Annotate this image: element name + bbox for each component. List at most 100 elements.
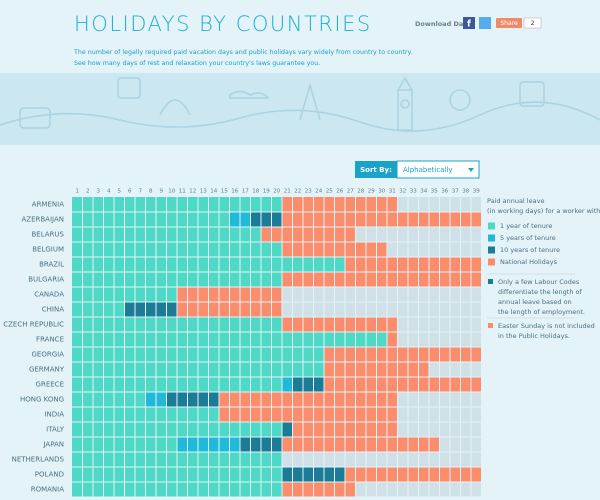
banner <box>0 73 600 145</box>
x-tick-label: 33 <box>410 189 417 195</box>
country-label: BELARUS <box>31 231 64 239</box>
subtitle: The number of legally required paid vaca… <box>73 49 412 56</box>
country-label: HONG KONG <box>20 396 64 404</box>
day-segment <box>324 377 482 392</box>
legend-label: 1 year of tenure <box>500 222 552 230</box>
sort-value: Alphabetically <box>403 166 453 174</box>
day-segment <box>261 227 356 242</box>
day-segment <box>282 437 440 452</box>
day-segment <box>282 317 398 332</box>
x-tick-label: 2 <box>86 189 90 195</box>
share-count: 2 <box>531 20 535 27</box>
x-tick-label: 15 <box>221 189 228 195</box>
country-label: JAPAN <box>42 441 64 449</box>
legend-swatch <box>488 258 495 266</box>
banner-illustration <box>0 76 600 132</box>
day-segment <box>282 272 482 287</box>
x-tick-label: 38 <box>462 189 469 195</box>
share-button[interactable] <box>496 18 522 28</box>
x-tick-label: 9 <box>160 189 164 195</box>
day-segment <box>324 347 482 362</box>
sort-dropdown[interactable] <box>396 160 480 179</box>
country-label: FRANCE <box>36 336 64 344</box>
day-segment <box>219 407 398 422</box>
x-tick-label: 36 <box>441 189 448 195</box>
x-tick-label: 19 <box>263 189 270 195</box>
x-tick-label: 39 <box>473 189 480 195</box>
day-segment <box>219 392 398 407</box>
x-tick-label: 11 <box>179 189 186 195</box>
legend-label: 5 years of tenure <box>500 234 556 242</box>
country-label: CHINA <box>42 306 64 314</box>
legend-title: (in working days) for a worker with <box>487 207 600 215</box>
day-segment <box>282 212 482 227</box>
country-label: ARMENIA <box>32 201 64 209</box>
x-tick-label: 3 <box>97 189 101 195</box>
download-link[interactable]: Download Data <box>415 20 471 28</box>
note-text: Easter Sunday is not included <box>498 322 595 330</box>
note-text: in the Public Holidays. <box>498 332 570 340</box>
share-counter <box>523 17 542 29</box>
country-label: INDIA <box>44 411 64 419</box>
x-tick-label: 4 <box>107 189 111 195</box>
country-label: POLAND <box>35 471 64 479</box>
x-tick-label: 21 <box>284 189 291 195</box>
day-segment <box>292 377 324 392</box>
x-tick-label: 35 <box>431 189 438 195</box>
x-tick-label: 23 <box>305 189 312 195</box>
x-tick-label: 34 <box>420 189 427 195</box>
share-label: Share <box>500 20 518 27</box>
x-tick-label: 1 <box>76 189 80 195</box>
legend-label: National Holidays <box>500 258 558 266</box>
x-tick-label: 13 <box>200 189 207 195</box>
country-label: ROMANIA <box>31 486 65 494</box>
legend-title: Paid annual leave <box>487 197 544 205</box>
day-segment <box>166 392 219 407</box>
x-tick-label: 16 <box>231 189 238 195</box>
x-tick-label: 10 <box>168 189 175 195</box>
x-tick-label: 28 <box>357 189 364 195</box>
legend-label: 10 years of tenure <box>500 246 560 254</box>
day-segment <box>282 197 398 212</box>
note-marker <box>488 323 493 328</box>
note-text: the length of employment. <box>498 308 585 316</box>
note-text: differentiate the length of <box>498 288 583 296</box>
country-label: CZECH REPUBLIC <box>3 321 64 329</box>
day-segment <box>387 332 398 347</box>
x-tick-label: 32 <box>399 189 406 195</box>
dropdown-arrow <box>468 168 474 172</box>
country-label: GERMANY <box>29 366 65 374</box>
legend-swatch <box>488 222 495 230</box>
x-tick-label: 17 <box>242 189 249 195</box>
country-label: BELGIUM <box>32 246 64 254</box>
x-tick-label: 20 <box>273 189 280 195</box>
x-tick-label: 26 <box>336 189 343 195</box>
day-segment <box>282 482 356 497</box>
x-tick-label: 22 <box>294 189 301 195</box>
facebook-button[interactable] <box>463 17 475 29</box>
twitter-button[interactable] <box>479 17 491 29</box>
x-tick-label: 6 <box>128 189 132 195</box>
day-segment <box>345 467 482 482</box>
country-label: GREECE <box>36 381 64 389</box>
x-tick-label: 14 <box>210 189 217 195</box>
x-tick-label: 12 <box>189 189 196 195</box>
day-segment <box>72 212 230 227</box>
day-segment <box>72 302 125 317</box>
day-segment <box>72 392 146 407</box>
sort-label-box <box>355 161 397 178</box>
country-label: BULGARIA <box>28 276 64 284</box>
subtitle: See how many days of rest and relaxation… <box>74 60 320 67</box>
x-tick-label: 25 <box>326 189 333 195</box>
day-segment <box>282 422 293 437</box>
country-label: GEORGIA <box>32 351 65 359</box>
x-tick-label: 31 <box>389 189 396 195</box>
x-tick-label: 7 <box>139 189 143 195</box>
x-tick-label: 8 <box>149 189 153 195</box>
country-label: BRAZIL <box>39 261 64 269</box>
legend-swatch <box>488 234 495 242</box>
x-tick-label: 5 <box>118 189 122 195</box>
note-text: Only a few Labour Codes <box>498 278 580 286</box>
country-label: NETHERLANDS <box>12 456 65 464</box>
facebook-icon: f <box>467 20 471 30</box>
